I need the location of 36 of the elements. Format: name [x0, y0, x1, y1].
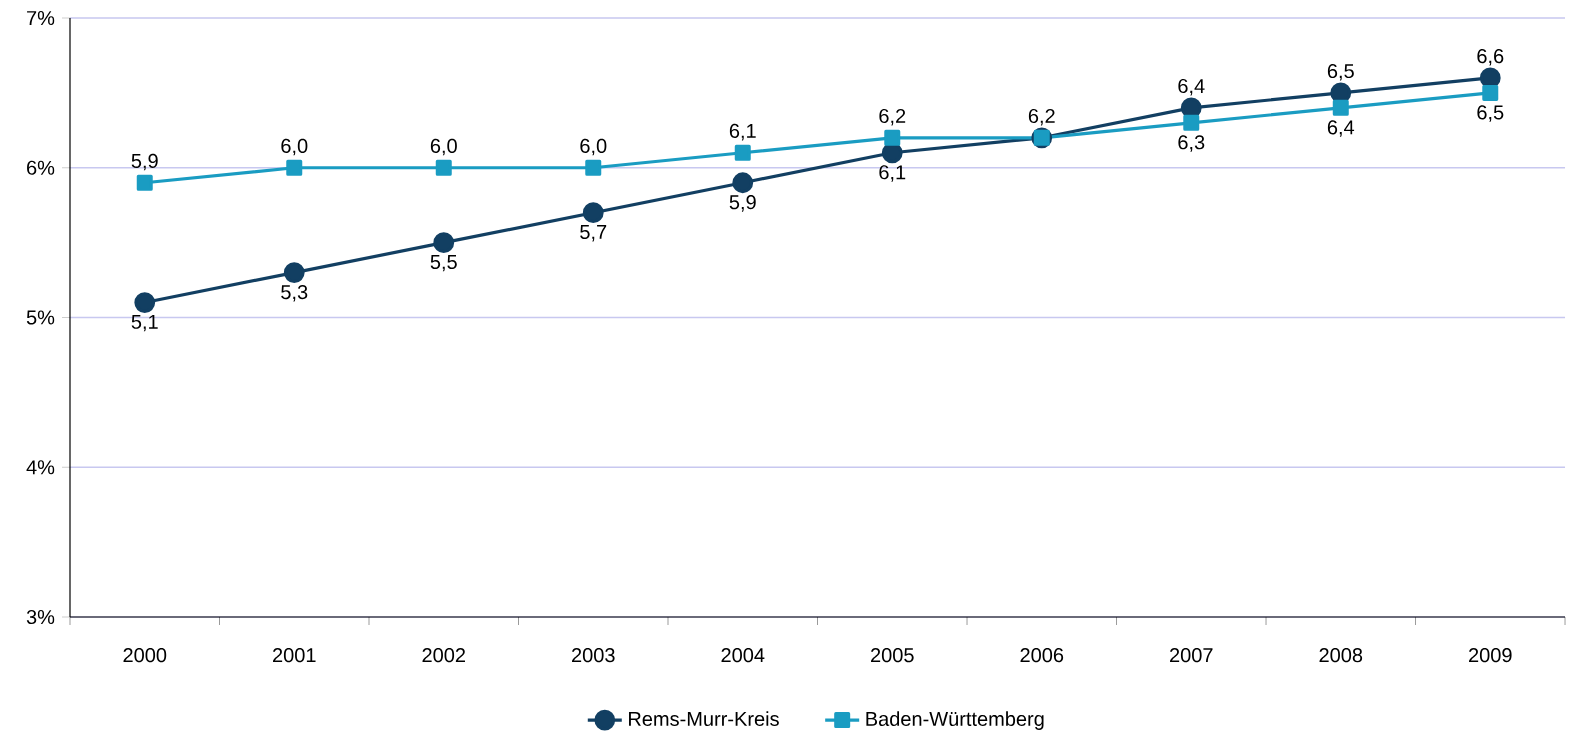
data-label: 5,1 — [131, 314, 158, 332]
data-label: 6,5 — [1327, 63, 1354, 81]
y-tick-label: 6% — [27, 160, 55, 175]
x-tick-label: 2001 — [273, 648, 316, 663]
data-label: 5,3 — [281, 284, 308, 302]
x-tick-label: 2007 — [1170, 648, 1213, 663]
data-label: 6,5 — [1477, 105, 1504, 122]
x-tick-label: 2003 — [572, 648, 615, 663]
x-tick-label: 2005 — [871, 648, 914, 663]
x-tick-label: 2008 — [1319, 648, 1363, 663]
x-tick-label: 2000 — [123, 648, 167, 663]
legend-label: Baden-Württemberg — [866, 711, 1044, 730]
data-label: 6,0 — [281, 138, 308, 156]
data-label: 6,2 — [879, 108, 906, 126]
data-label: 6,0 — [430, 138, 457, 156]
data-label: 5,7 — [580, 225, 607, 242]
data-label: 6,1 — [729, 123, 756, 141]
y-tick-label: 3% — [26, 609, 55, 625]
data-label: 5,9 — [729, 195, 756, 212]
data-label: 5,9 — [131, 153, 158, 171]
data-label: 6,6 — [1477, 48, 1504, 66]
x-tick-label: 2009 — [1469, 648, 1512, 663]
data-label: 6,4 — [1327, 120, 1355, 137]
x-tick-label: 2004 — [721, 648, 765, 663]
x-tick-label: 2006 — [1020, 648, 1064, 663]
legend-label: Rems-Murr-Kreis — [629, 711, 779, 726]
data-label: 6,0 — [580, 138, 607, 156]
y-tick-label: 5% — [26, 310, 55, 325]
y-tick-label: 7% — [27, 11, 55, 26]
data-label: 6,4 — [1178, 78, 1205, 96]
data-label: 6,1 — [879, 165, 906, 182]
data-label: 6,3 — [1178, 135, 1205, 152]
y-tick-label: 4% — [26, 460, 55, 475]
data-label: 6,2 — [1028, 108, 1055, 126]
x-tick-label: 2002 — [422, 648, 465, 663]
data-label: 5,5 — [430, 255, 457, 272]
